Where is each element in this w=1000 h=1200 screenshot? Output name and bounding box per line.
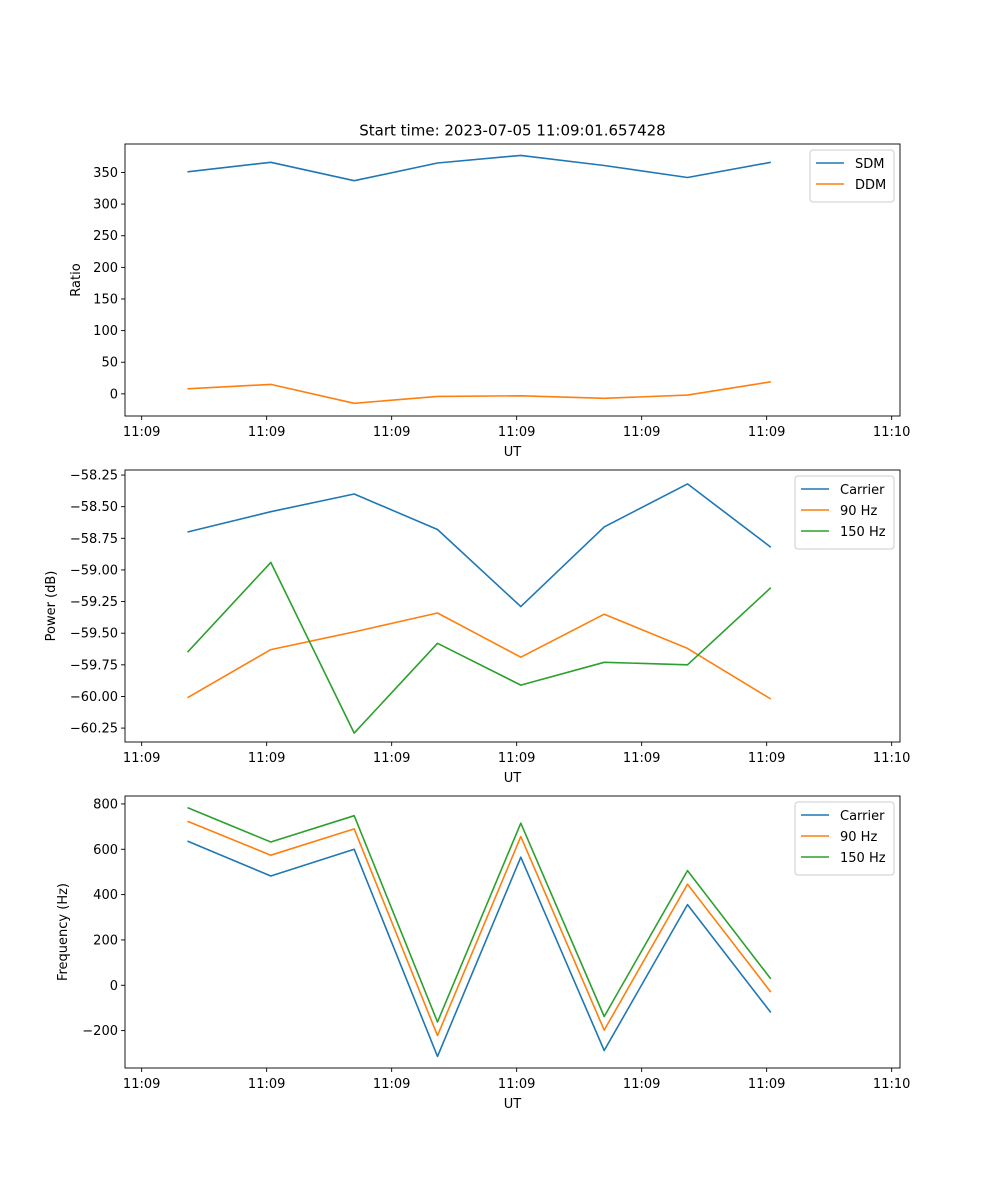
x-tick-label: 11:09: [498, 1077, 535, 1092]
x-tick-label: 11:10: [873, 751, 910, 766]
y-tick-label: −58.25: [70, 469, 118, 484]
axes-frame: [124, 795, 901, 1069]
legend-label: DDM: [855, 178, 886, 193]
legend-label: 90 Hz: [840, 504, 877, 519]
x-tick-label: 11:09: [498, 751, 535, 766]
y-tick-label: −200: [82, 1024, 118, 1039]
legend-label: Carrier: [840, 809, 885, 824]
legend-label: 150 Hz: [840, 525, 886, 540]
y-tick-label: −60.25: [70, 722, 118, 737]
y-tick-label: 0: [110, 979, 118, 994]
x-tick-label: 11:09: [498, 425, 535, 440]
x-tick-label: 11:09: [123, 751, 160, 766]
series-line-90-hz: [187, 820, 772, 1037]
x-axis-label: UT: [504, 445, 522, 460]
y-tick-label: 400: [93, 888, 118, 903]
x-tick-label: 11:10: [873, 1077, 910, 1092]
x-tick-label: 11:09: [248, 425, 285, 440]
x-tick-label: 11:09: [748, 425, 785, 440]
subplot-3: 11:09 11:09 11:09 11:09 11:09 11:09 11:10 −200 0…: [56, 795, 910, 1112]
y-tick-label: 350: [93, 166, 118, 181]
x-tick-label: 11:09: [623, 1077, 660, 1092]
legend: Carrier 90 Hz 150 Hz: [794, 475, 895, 550]
x-tick-label: 11:09: [248, 751, 285, 766]
y-tick-label: 200: [93, 933, 118, 948]
series-line-carrier: [187, 840, 772, 1058]
series-line-sdm: [187, 154, 771, 182]
x-tick-label: 11:09: [623, 751, 660, 766]
legend: SDM DDM: [809, 149, 895, 203]
legend-label: 90 Hz: [840, 830, 877, 845]
y-tick-label: −58.50: [70, 500, 118, 515]
legend: Carrier 90 Hz 150 Hz: [794, 801, 895, 876]
legend-label: 150 Hz: [840, 851, 886, 866]
x-tick-label: 11:09: [123, 1077, 160, 1092]
x-tick-label: 11:09: [123, 425, 160, 440]
y-tick-label: 100: [93, 324, 118, 339]
series-line-150-hz: [187, 806, 772, 1023]
x-tick-label: 11:09: [748, 1077, 785, 1092]
series-line-150-hz: [186, 561, 772, 734]
x-tick-label: 11:09: [248, 1077, 285, 1092]
y-tick-label: 150: [93, 292, 118, 307]
x-tick-label: 11:10: [873, 425, 910, 440]
subplot-2: 11:09 11:09 11:09 11:09 11:09 11:09 11:10 −60.2…: [44, 469, 910, 786]
y-tick-label: −59.25: [70, 595, 118, 610]
y-axis-label: Ratio: [69, 263, 84, 296]
x-axis-label: UT: [504, 1097, 522, 1112]
y-tick-label: −59.75: [70, 658, 118, 673]
figure-title: Start time: 2023-07-05 11:09:01.657428: [359, 122, 665, 140]
axes-frame: [124, 469, 901, 743]
subplot-1: 11:09 11:09 11:09 11:09 11:09 11:09 11:10 0 50 10…: [69, 143, 910, 460]
x-tick-label: 11:09: [373, 425, 410, 440]
legend-label: SDM: [855, 157, 884, 172]
y-tick-label: 800: [93, 797, 118, 812]
x-axis-label: UT: [504, 771, 522, 786]
y-tick-label: 250: [93, 229, 118, 244]
x-tick-label: 11:09: [373, 751, 410, 766]
series-line-carrier: [187, 483, 772, 608]
series-line-ddm: [187, 381, 771, 405]
y-tick-label: −58.75: [70, 532, 118, 547]
y-tick-label: −59.50: [70, 627, 118, 642]
y-tick-label: 0: [110, 387, 118, 402]
y-tick-label: 50: [101, 356, 118, 371]
y-axis-label: Frequency (Hz): [56, 883, 71, 981]
axes-frame: [124, 143, 901, 417]
y-tick-label: 600: [93, 843, 118, 858]
y-tick-label: −59.00: [70, 563, 118, 578]
y-tick-label: −60.00: [70, 690, 118, 705]
x-tick-label: 11:09: [748, 751, 785, 766]
x-tick-label: 11:09: [623, 425, 660, 440]
y-axis-label: Power (dB): [44, 571, 59, 642]
x-tick-label: 11:09: [373, 1077, 410, 1092]
y-tick-label: 300: [93, 198, 118, 213]
y-tick-label: 200: [93, 261, 118, 276]
series-line-90-hz: [187, 612, 772, 700]
legend-label: Carrier: [840, 483, 885, 498]
